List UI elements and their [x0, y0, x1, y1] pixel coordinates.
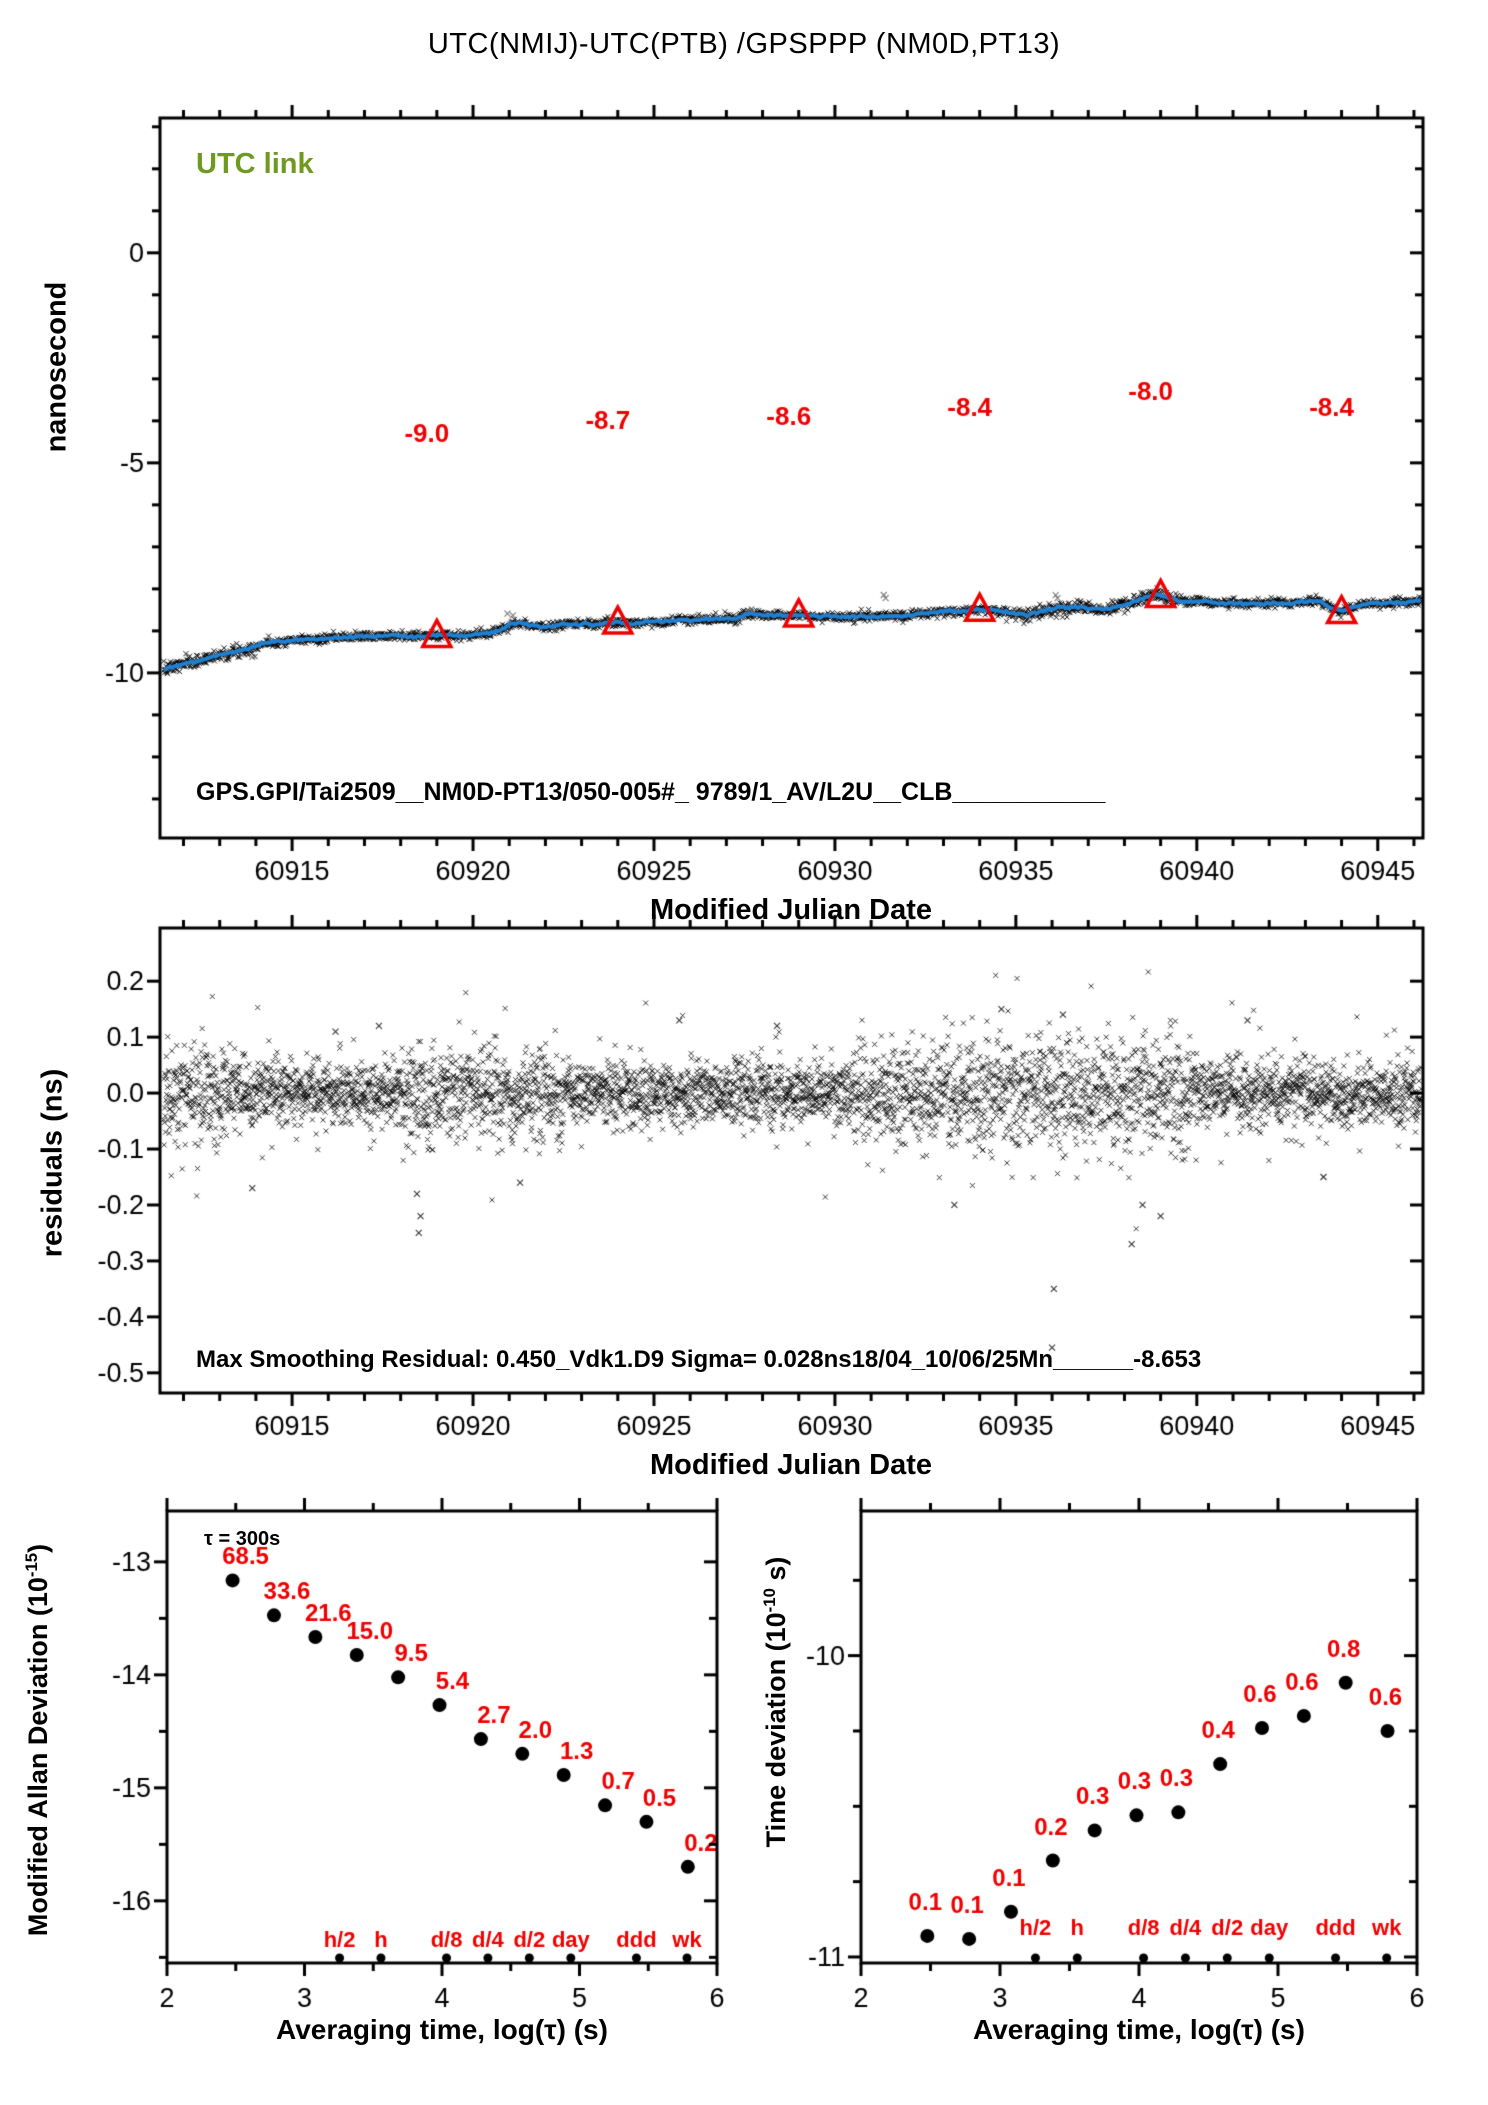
x-axis-label-top: Modified Julian Date: [650, 894, 932, 926]
tdev-ylabel-exponent: -10: [760, 1588, 779, 1613]
residuals-annotation: Max Smoothing Residual: 0.450_Vdk1.D9 Si…: [196, 1346, 1202, 1373]
gps-link-annotation: GPS.GPI/Tai2509__NM0D-PT13/050-005#_ 978…: [196, 778, 1106, 806]
y-axis-label-residuals: residuals (ns): [36, 1068, 69, 1258]
x-axis-label-mdev: Averaging time, log(τ) (s): [276, 2014, 608, 2045]
mdev-ylabel-text: Modified Allan Deviation (10: [23, 1577, 53, 1937]
mdev-ylabel-exponent: -15: [22, 1552, 41, 1578]
tdev-ylabel-close: s): [761, 1556, 791, 1589]
x-axis-label-tdev: Averaging time, log(τ) (s): [973, 2014, 1305, 2045]
tau-annotation: τ = 300s: [204, 1528, 281, 1550]
utc-link-label: UTC link: [196, 148, 314, 180]
y-axis-label-tdev: Time deviation (10-10 s): [760, 1557, 792, 1848]
y-axis-label-nanosecond: nanosecond: [40, 281, 73, 453]
y-axis-label-mdev: Modified Allan Deviation (10-15): [22, 1544, 54, 1936]
x-axis-label-middle: Modified Julian Date: [650, 1449, 932, 1481]
figure-title: UTC(NMIJ)-UTC(PTB) /GPSPPP (NM0D,PT13): [427, 28, 1061, 60]
tdev-ylabel-text: Time deviation (10: [761, 1612, 791, 1848]
mdev-ylabel-close: ): [23, 1543, 53, 1553]
